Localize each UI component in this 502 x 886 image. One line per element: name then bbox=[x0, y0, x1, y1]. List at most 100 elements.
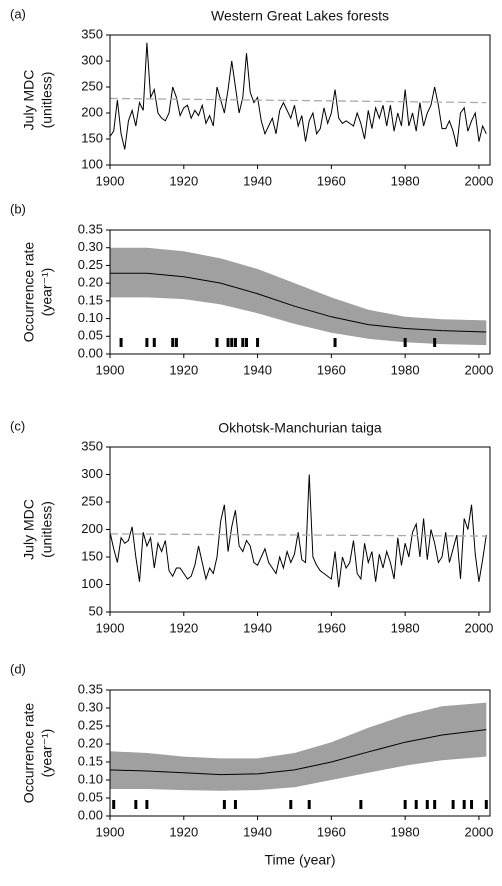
x-tick-label: 1920 bbox=[169, 173, 198, 188]
y-tick-label: 0.25 bbox=[78, 717, 103, 732]
panel-label: (b) bbox=[10, 201, 26, 216]
y-axis-label: July MDC bbox=[21, 499, 37, 560]
y-axis-label: Occurrence rate bbox=[21, 703, 37, 804]
event-marker bbox=[233, 338, 237, 347]
x-tick-label: 2000 bbox=[464, 362, 493, 377]
x-tick-label: 2000 bbox=[464, 173, 493, 188]
x-tick-label: 1900 bbox=[96, 173, 125, 188]
x-tick-label: 1960 bbox=[317, 362, 346, 377]
plot-frame bbox=[109, 446, 491, 613]
event-marker bbox=[171, 338, 175, 347]
y-axis-label: (year⁻¹) bbox=[39, 268, 55, 317]
x-tick-label: 1980 bbox=[391, 173, 420, 188]
y-axis-label: (unitless) bbox=[39, 72, 55, 129]
y-tick-label: 0.35 bbox=[78, 221, 103, 236]
y-tick-label: 150 bbox=[81, 130, 103, 145]
x-tick-label: 1920 bbox=[169, 362, 198, 377]
event-marker bbox=[233, 800, 237, 809]
event-marker bbox=[403, 338, 407, 347]
y-tick-label: 0.35 bbox=[78, 681, 103, 696]
x-tick-label: 1920 bbox=[169, 620, 198, 635]
event-marker bbox=[245, 338, 249, 347]
x-tick-label: 1900 bbox=[96, 620, 125, 635]
y-axis-label: (unitless) bbox=[39, 501, 55, 558]
event-marker bbox=[134, 800, 138, 809]
event-marker bbox=[462, 800, 466, 809]
plot-frame bbox=[109, 34, 491, 166]
y-tick-label: 0.15 bbox=[78, 753, 103, 768]
event-marker bbox=[451, 800, 455, 809]
chart-title: Western Great Lakes forests bbox=[211, 8, 389, 24]
event-marker bbox=[433, 338, 437, 347]
y-tick-label: 100 bbox=[81, 156, 103, 171]
y-tick-label: 0.05 bbox=[78, 789, 103, 804]
event-marker bbox=[145, 800, 149, 809]
panel-label: (d) bbox=[10, 661, 26, 676]
event-marker bbox=[230, 338, 234, 347]
event-marker bbox=[359, 800, 363, 809]
event-marker bbox=[333, 338, 337, 347]
y-tick-label: 100 bbox=[81, 576, 103, 591]
event-marker bbox=[414, 800, 418, 809]
event-marker bbox=[484, 800, 488, 809]
plot-frame bbox=[109, 229, 491, 355]
y-tick-label: 0.20 bbox=[78, 275, 103, 290]
x-tick-label: 1940 bbox=[243, 620, 272, 635]
data-line bbox=[109, 474, 487, 588]
x-tick-label: 1940 bbox=[243, 362, 272, 377]
y-tick-label: 0.15 bbox=[78, 292, 103, 307]
y-tick-label: 250 bbox=[81, 78, 103, 93]
data-line bbox=[109, 729, 487, 776]
y-tick-label: 0.30 bbox=[78, 239, 103, 254]
y-tick-label: 0.25 bbox=[78, 257, 103, 272]
y-tick-label: 0.05 bbox=[78, 328, 103, 343]
x-tick-label: 1920 bbox=[169, 824, 198, 839]
y-axis-label: July MDC bbox=[21, 70, 37, 131]
event-marker bbox=[226, 338, 230, 347]
confidence-band bbox=[110, 247, 487, 346]
x-tick-label: 1980 bbox=[391, 362, 420, 377]
event-marker bbox=[425, 800, 429, 809]
x-tick-label: 1940 bbox=[243, 824, 272, 839]
x-tick-label: 2000 bbox=[464, 620, 493, 635]
x-tick-label: 1900 bbox=[96, 362, 125, 377]
y-tick-label: 50 bbox=[89, 603, 103, 618]
x-tick-label: 1960 bbox=[317, 620, 346, 635]
y-tick-label: 350 bbox=[81, 438, 103, 453]
y-tick-label: 300 bbox=[81, 466, 103, 481]
threshold-line bbox=[109, 533, 487, 537]
y-tick-label: 200 bbox=[81, 521, 103, 536]
event-marker bbox=[112, 800, 116, 809]
x-tick-label: 1960 bbox=[317, 173, 346, 188]
y-tick-label: 300 bbox=[81, 52, 103, 67]
y-tick-label: 350 bbox=[81, 26, 103, 41]
y-tick-label: 150 bbox=[81, 548, 103, 563]
event-marker bbox=[174, 338, 178, 347]
x-tick-label: 2000 bbox=[464, 824, 493, 839]
y-tick-label: 0.30 bbox=[78, 699, 103, 714]
x-tick-label: 1960 bbox=[317, 824, 346, 839]
panel-label: (c) bbox=[10, 418, 25, 433]
event-marker bbox=[119, 338, 123, 347]
event-marker bbox=[241, 338, 245, 347]
panel-label: (a) bbox=[10, 6, 26, 21]
plot-frame bbox=[109, 689, 491, 817]
y-tick-label: 0.00 bbox=[78, 345, 103, 360]
x-tick-label: 1940 bbox=[243, 173, 272, 188]
event-marker bbox=[433, 800, 437, 809]
x-axis-label: Time (year) bbox=[264, 852, 335, 868]
y-axis-label: (year⁻¹) bbox=[39, 729, 55, 778]
event-marker bbox=[222, 800, 226, 809]
y-axis-label: Occurrence rate bbox=[21, 242, 37, 343]
event-marker bbox=[152, 338, 156, 347]
x-tick-label: 1900 bbox=[96, 824, 125, 839]
chart-title: Okhotsk-Manchurian taiga bbox=[218, 420, 382, 436]
confidence-band bbox=[110, 702, 487, 791]
data-line bbox=[110, 272, 487, 333]
event-marker bbox=[307, 800, 311, 809]
event-marker bbox=[289, 800, 293, 809]
y-tick-label: 0.00 bbox=[78, 807, 103, 822]
event-marker bbox=[215, 338, 219, 347]
event-marker bbox=[145, 338, 149, 347]
